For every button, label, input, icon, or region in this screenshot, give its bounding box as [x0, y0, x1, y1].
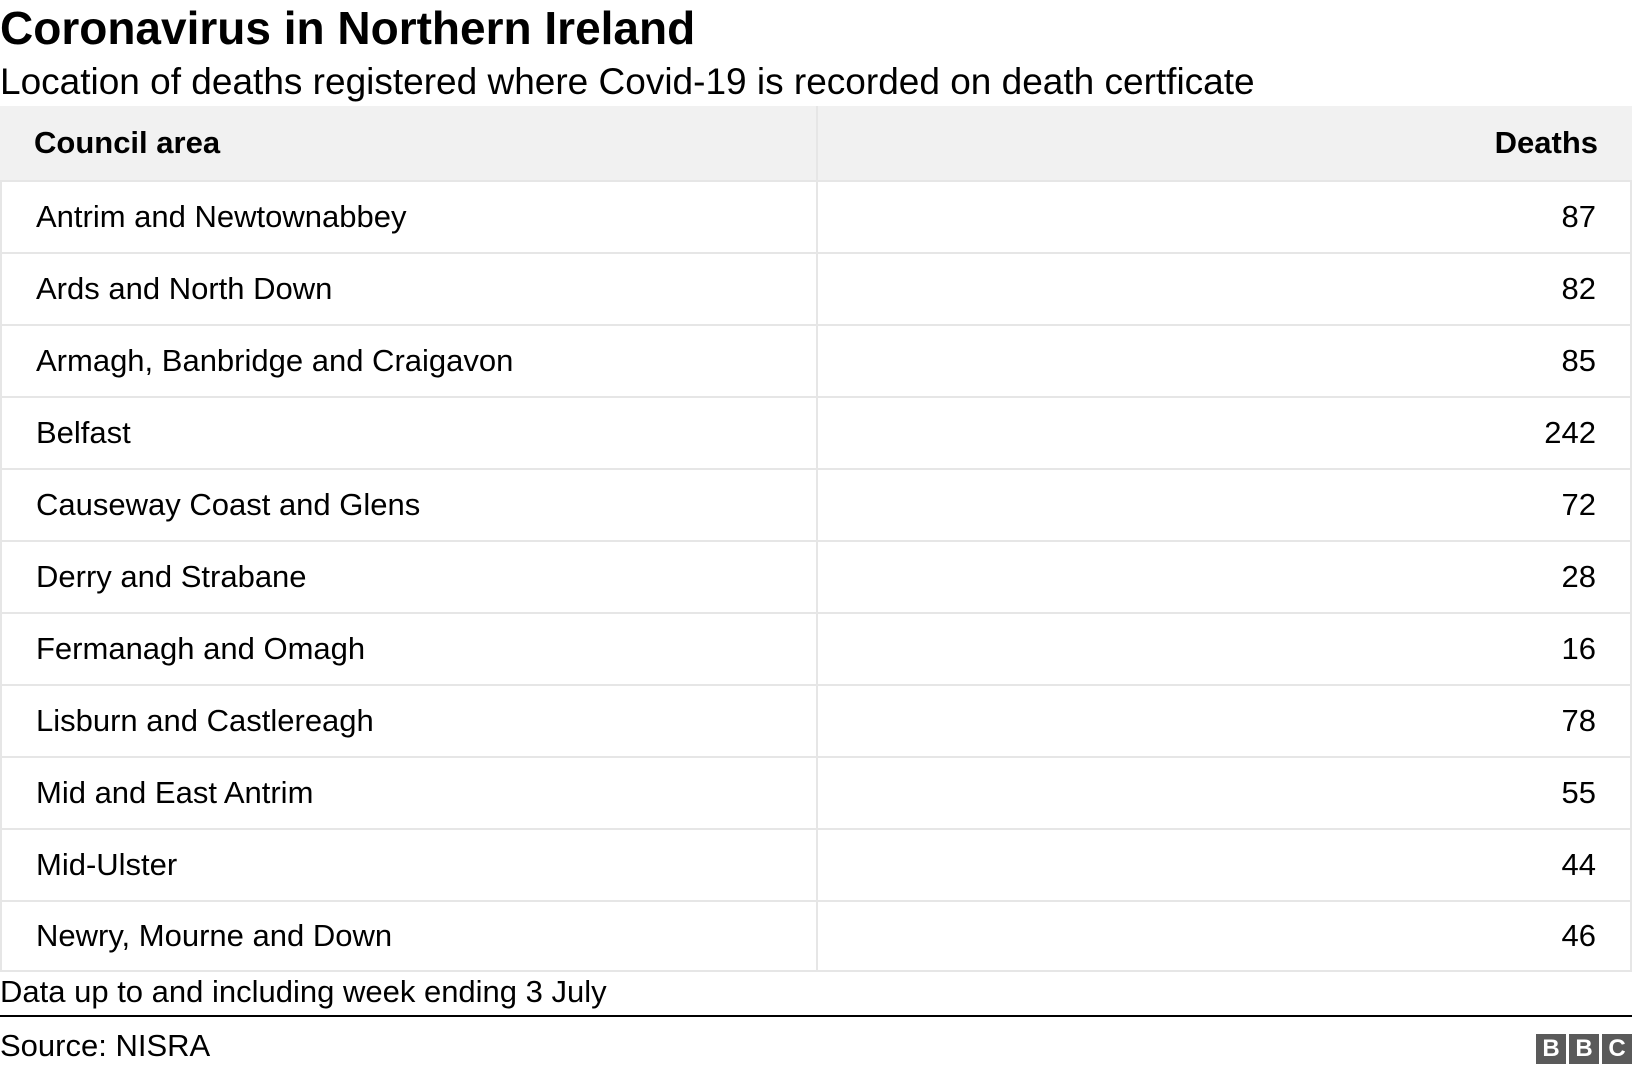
chart-subtitle: Location of deaths registered where Covi…: [0, 61, 1255, 102]
deaths-value-cell: 16: [818, 614, 1632, 684]
council-area-cell: Armagh, Banbridge and Craigavon: [0, 326, 818, 396]
deaths-value-cell: 82: [818, 254, 1632, 324]
deaths-value-cell: 242: [818, 398, 1632, 468]
table-row: Belfast 242: [0, 396, 1632, 468]
column-header-council-area: Council area: [0, 106, 818, 180]
table-body: Antrim and Newtownabbey 87 Ards and North …: [0, 180, 1632, 972]
bbc-logo-letter: B: [1536, 1034, 1566, 1064]
table-row: Armagh, Banbridge and Craigavon 85: [0, 324, 1632, 396]
deaths-value-cell: 28: [818, 542, 1632, 612]
table-row: Mid and East Antrim 55: [0, 756, 1632, 828]
council-area-cell: Mid and East Antrim: [0, 758, 818, 828]
deaths-value-cell: 72: [818, 470, 1632, 540]
council-area-cell: Belfast: [0, 398, 818, 468]
bbc-logo-letter: C: [1602, 1034, 1632, 1064]
table-row: Derry and Strabane 28: [0, 540, 1632, 612]
table-row: Fermanagh and Omagh 16: [0, 612, 1632, 684]
deaths-value-cell: 87: [818, 182, 1632, 252]
column-header-deaths: Deaths: [1494, 125, 1598, 160]
table-header-row: Council area Deaths: [0, 106, 1632, 180]
data-note: Data up to and including week ending 3 J…: [0, 974, 607, 1009]
chart-title: Coronavirus in Northern Ireland: [0, 2, 696, 54]
council-area-cell: Lisburn and Castlereagh: [0, 686, 818, 756]
deaths-value-cell: 85: [818, 326, 1632, 396]
deaths-value-cell: 46: [818, 902, 1632, 970]
deaths-table: Council area Deaths Antrim and Newtownab…: [0, 106, 1632, 972]
council-area-cell: Fermanagh and Omagh: [0, 614, 818, 684]
table-row: Mid-Ulster 44: [0, 828, 1632, 900]
footer-divider: [0, 1015, 1632, 1017]
source-label: Source: NISRA: [0, 1028, 211, 1063]
bbc-logo-letter: B: [1569, 1034, 1599, 1064]
council-area-cell: Newry, Mourne and Down: [0, 902, 818, 970]
council-area-cell: Derry and Strabane: [0, 542, 818, 612]
table-row: Ards and North Down 82: [0, 252, 1632, 324]
council-area-cell: Antrim and Newtownabbey: [0, 182, 818, 252]
deaths-value-cell: 78: [818, 686, 1632, 756]
council-area-cell: Ards and North Down: [0, 254, 818, 324]
bbc-logo: B B C: [1536, 1034, 1632, 1064]
table-row: Causeway Coast and Glens 72: [0, 468, 1632, 540]
table-row: Newry, Mourne and Down 46: [0, 900, 1632, 972]
council-area-cell: Mid-Ulster: [0, 830, 818, 900]
deaths-value-cell: 55: [818, 758, 1632, 828]
table-row: Antrim and Newtownabbey 87: [0, 180, 1632, 252]
council-area-cell: Causeway Coast and Glens: [0, 470, 818, 540]
deaths-value-cell: 44: [818, 830, 1632, 900]
table-row: Lisburn and Castlereagh 78: [0, 684, 1632, 756]
